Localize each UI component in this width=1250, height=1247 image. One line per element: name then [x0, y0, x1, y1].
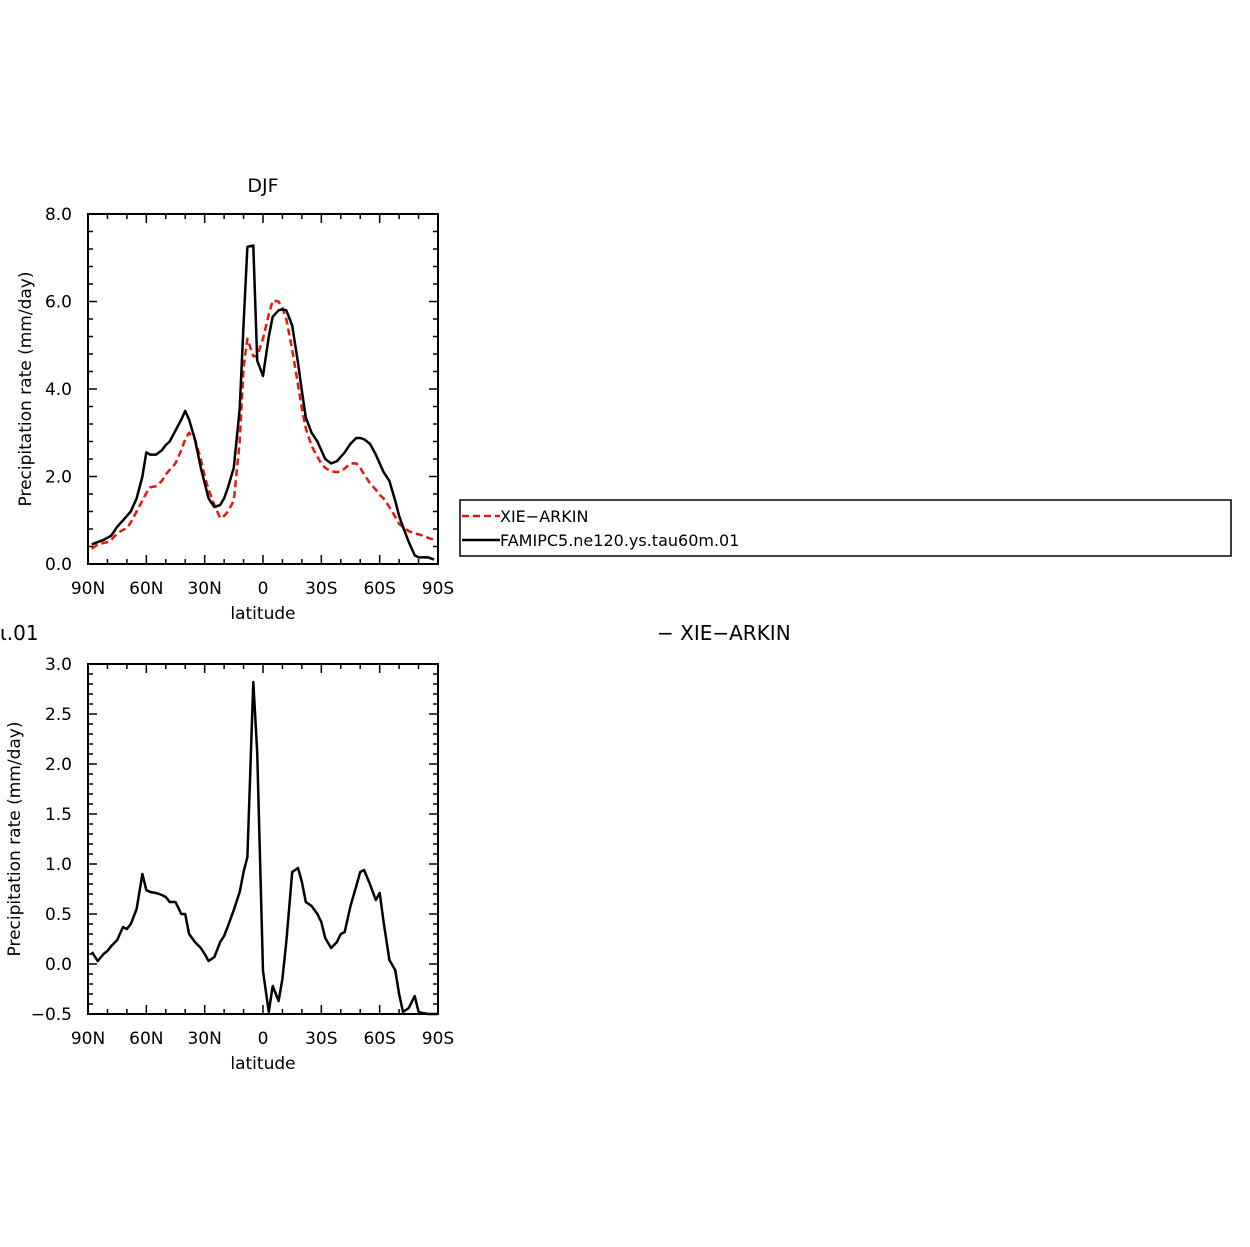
y-tick-label-1-0: 1.0 [45, 855, 72, 875]
y-axis-title: Precipitation rate (mm/day) [5, 722, 25, 957]
y-tick-label-0-0: 0.0 [45, 955, 72, 975]
y-tick-label-4-0: 4.0 [45, 380, 72, 400]
legend-entry-xie-arkin: XIE−ARKIN [500, 507, 588, 526]
y-tick-label-0-5: −0.5 [31, 1005, 72, 1025]
chart-panel-bottom: −0.5 0.0 0.5 1.0 1.5 2.0 2.5 3.0 90N 60N 30N 0 30S 6… [5, 655, 454, 1074]
y-tick-label-0-5: 0.5 [45, 905, 72, 925]
x-tick-label-60n: 60N [129, 579, 163, 599]
y-tick-label-1-5: 1.5 [45, 805, 72, 825]
x-tick-label-0: 0 [258, 579, 269, 599]
y-tick-label-2-0: 2.0 [45, 468, 72, 488]
x-tick-label-0: 0 [258, 1029, 269, 1049]
y-tick-label-6-0: 6.0 [45, 293, 72, 313]
y-tick-label-3-0: 3.0 [45, 655, 72, 675]
series-lines [91, 244, 435, 561]
legend: XIE−ARKIN FAMIPC5.ne120.ys.tau60m.01 [459, 499, 1232, 557]
y-axis-title: Precipitation rate (mm/day) [16, 272, 36, 507]
stray-label-right: − XIE−ARKIN [657, 621, 791, 645]
plot-frame [87, 213, 439, 565]
x-tick-label-60n: 60N [129, 1029, 163, 1049]
series-line-xie-arkin [91, 299, 435, 550]
y-tick-label-2-0: 2.0 [45, 755, 72, 775]
x-tick-label-30n: 30N [187, 579, 221, 599]
series-line-1 [90, 680, 438, 1016]
x-tick-label-90s: 90S [422, 579, 454, 599]
stray-label-left: ι.01 [0, 621, 39, 645]
chart-panel-top: DJF 0.02.04.06.08.0 90N 60N 30N 0 30S 60S 90S … [16, 175, 454, 624]
legend-entry-famipc5: FAMIPC5.ne120.ys.tau60m.01 [500, 531, 739, 550]
x-tick-labels: 90N 60N 30N 0 30S 60S 90S [71, 1029, 454, 1049]
x-tick-label-30s: 30S [305, 579, 337, 599]
y-tick-label-0-0: 0.0 [45, 555, 72, 575]
x-tick-label-60s: 60S [363, 579, 395, 599]
y-tick-labels: −0.5 0.0 0.5 1.0 1.5 2.0 2.5 3.0 [31, 655, 72, 1025]
x-tick-label-60s: 60S [363, 1029, 395, 1049]
x-tick-labels: 90N 60N 30N 0 30S 60S 90S [71, 579, 454, 599]
y-tick-label-2-5: 2.5 [45, 705, 72, 725]
x-tick-label-90n: 90N [71, 1029, 105, 1049]
x-tick-label-90n: 90N [71, 579, 105, 599]
series-lines [90, 680, 438, 1016]
x-axis-title: latitude [230, 1054, 295, 1074]
tick-marks [87, 213, 439, 565]
chart-title: DJF [247, 175, 278, 197]
series-line-famipc5-ne120-ys-tau60m-01 [91, 244, 435, 561]
x-tick-label-30n: 30N [187, 1029, 221, 1049]
y-tick-label-8-0: 8.0 [45, 205, 72, 225]
y-tick-labels: 0.0 2.0 4.0 6.0 8.0 [45, 205, 72, 575]
x-tick-label-30s: 30S [305, 1029, 337, 1049]
x-tick-label-90s: 90S [422, 1029, 454, 1049]
legend-box [459, 499, 1232, 557]
x-axis-title: latitude [230, 604, 295, 624]
